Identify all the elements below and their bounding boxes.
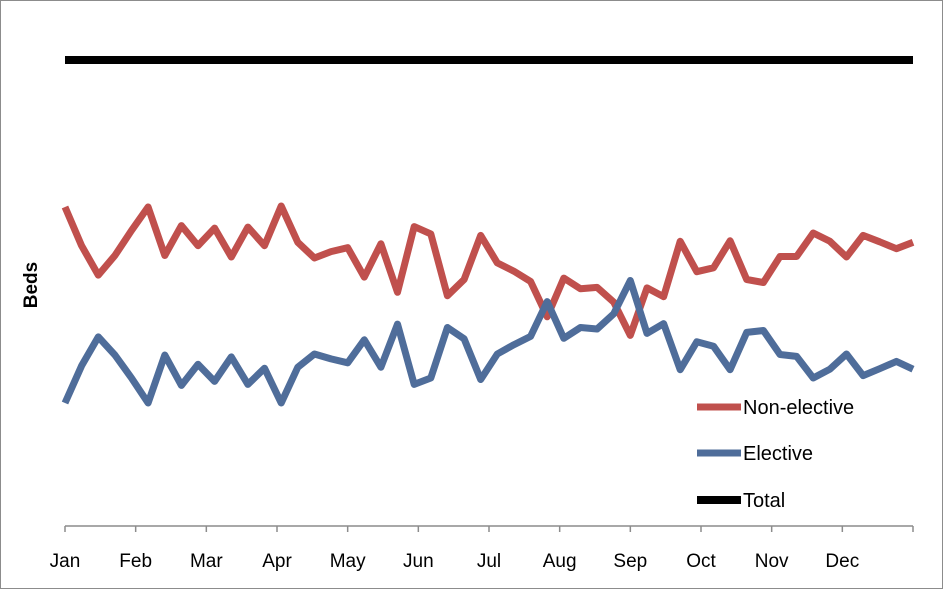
x-tick-label: May [330, 551, 366, 572]
x-axis: Jan Feb Mar Apr May Jun Jul Aug Sep Oct Nov Dec [50, 525, 914, 572]
x-tick-label: Nov [755, 551, 789, 572]
legend-label-total: Total [743, 490, 785, 512]
x-tick-label: Dec [825, 551, 859, 572]
series-line-non-elective [61, 202, 915, 339]
x-tick-label: Jan [50, 551, 81, 572]
x-tick-label: Feb [119, 551, 152, 572]
x-tick-label: Sep [613, 551, 647, 572]
y-axis-label: Beds [21, 262, 42, 308]
x-tick-label: Jun [403, 551, 434, 572]
x-tick-label: Apr [262, 551, 292, 572]
x-tick-label: Jul [477, 551, 501, 572]
legend: Non-elective Elective Total [697, 397, 854, 512]
x-tick-label: Oct [686, 551, 716, 572]
legend-label-non-elective: Non-elective [743, 397, 854, 419]
series-line-elective [61, 277, 915, 407]
x-tick-label: Mar [190, 551, 223, 572]
x-tick-label: Aug [543, 551, 577, 572]
legend-label-elective: Elective [743, 443, 813, 465]
